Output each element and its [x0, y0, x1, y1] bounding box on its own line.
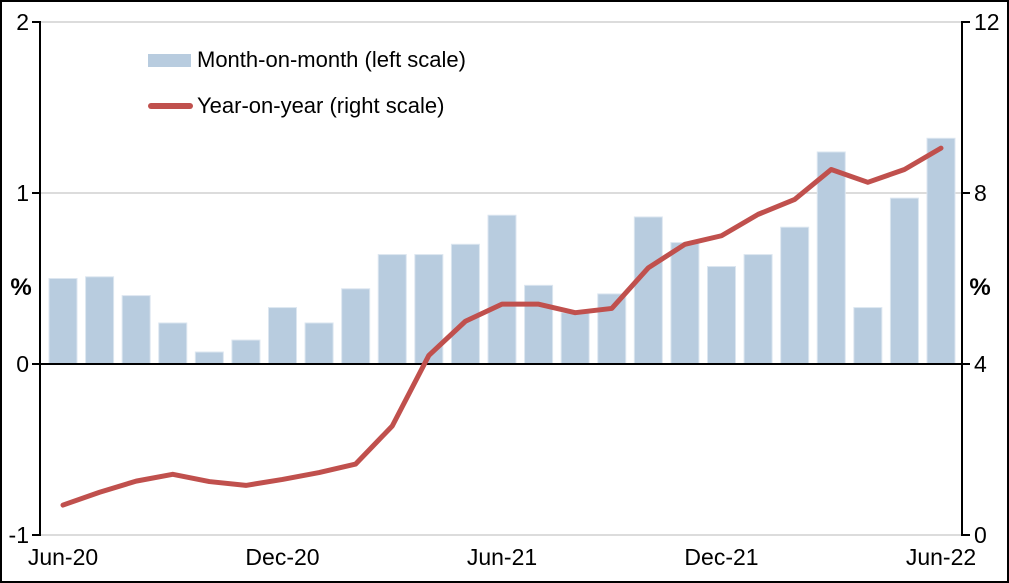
x-axis-tick-label: Dec-21 [684, 544, 758, 570]
bar-Oct-20 [194, 351, 224, 365]
bar-Feb-22 [780, 226, 810, 365]
left-axis-tick-label: 2 [16, 9, 29, 35]
bar-Feb-21 [341, 288, 371, 365]
legend-item-year-on-year: Year-on-year (right scale) [148, 93, 466, 118]
x-axis-tick-label: Jun-22 [906, 544, 976, 570]
x-axis-tick-label: Dec-20 [245, 544, 319, 570]
bar-Mar-21 [377, 254, 407, 365]
bar-Dec-20 [268, 307, 297, 365]
left-axis-tick-label: -1 [9, 522, 29, 548]
right-axis-tick-label: 8 [974, 180, 987, 206]
bar-Aug-21 [560, 312, 590, 365]
left-axis-tick-label: 0 [16, 351, 29, 377]
right-axis-tick-label: 12 [974, 9, 1000, 35]
left-axis-unit-label: % [10, 274, 31, 301]
legend-item-month-on-month: Month-on-month (left scale) [148, 47, 466, 72]
line-series-swatch [148, 103, 193, 109]
bar-Dec-21 [707, 266, 736, 365]
bar-May-22 [889, 197, 919, 365]
bar-Jun-21 [487, 214, 517, 365]
legend-label-year-on-year: Year-on-year (right scale) [197, 93, 445, 118]
x-axis-tick-label: Jun-21 [467, 544, 537, 570]
legend-label-month-on-month: Month-on-month (left scale) [197, 47, 466, 72]
bar-Apr-22 [853, 307, 883, 365]
bar-Aug-20 [121, 295, 151, 365]
bar-Jul-21 [524, 284, 554, 365]
bar-Nov-21 [670, 242, 700, 365]
bar-Jun-20 [48, 278, 78, 365]
legend: Month-on-month (left scale) Year-on-year… [148, 47, 466, 118]
bar-Sep-21 [597, 293, 627, 365]
right-axis-tick-label: 4 [974, 351, 987, 377]
bar-Sep-20 [158, 322, 188, 365]
left-axis-tick-label: 1 [16, 180, 29, 206]
yoy-line [60, 145, 944, 508]
bar-Oct-21 [633, 216, 663, 365]
right-axis-tick-label: 0 [974, 522, 987, 548]
bar-Jun-22 [926, 137, 956, 365]
bar-series-swatch [148, 53, 191, 67]
bar-Mar-22 [816, 151, 846, 365]
bar-Nov-20 [231, 339, 261, 365]
bar-Jan-22 [743, 254, 773, 365]
bar-May-21 [450, 243, 480, 365]
bar-Jul-20 [85, 276, 115, 365]
bar-Jan-21 [304, 322, 334, 365]
x-axis-tick-label: Jun-20 [28, 544, 98, 570]
right-axis-unit-label: % [969, 274, 990, 301]
